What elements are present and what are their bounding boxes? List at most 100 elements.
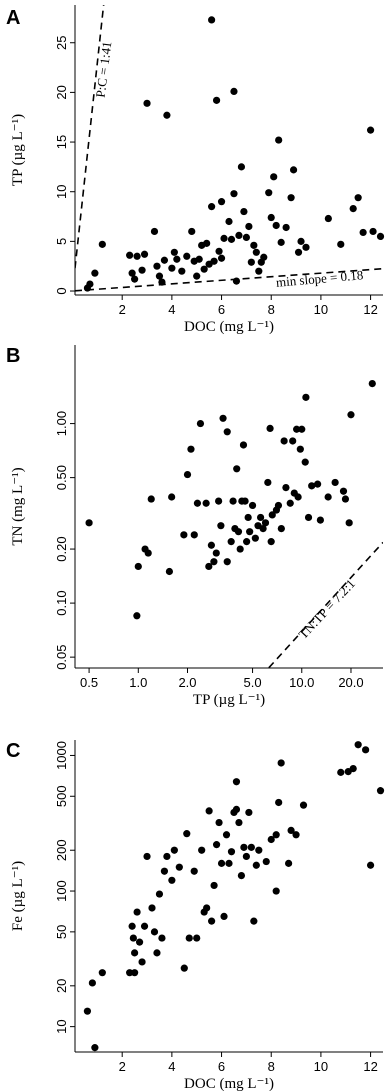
y-tick-label: 5	[54, 238, 69, 245]
point	[302, 243, 310, 251]
reference-line	[75, 5, 105, 269]
point	[131, 275, 139, 283]
point	[153, 262, 161, 270]
point	[225, 217, 233, 226]
x-axis-title: DOC (mg L⁻¹)	[184, 319, 274, 335]
point	[277, 525, 285, 533]
point	[240, 843, 248, 851]
point	[349, 204, 357, 213]
point	[223, 558, 231, 566]
point	[359, 228, 367, 237]
point	[229, 497, 237, 505]
point	[138, 958, 146, 966]
point	[170, 248, 178, 256]
point	[368, 380, 376, 388]
point	[208, 917, 216, 925]
point	[339, 487, 348, 495]
point	[205, 562, 213, 571]
point	[292, 831, 300, 839]
point	[299, 801, 308, 809]
point	[168, 876, 176, 884]
point	[202, 499, 210, 507]
point	[248, 501, 257, 510]
point	[232, 277, 241, 285]
y-tick-label: 0.20	[54, 536, 69, 561]
point	[268, 511, 276, 519]
point	[215, 247, 223, 255]
point	[259, 525, 267, 533]
point	[126, 969, 134, 977]
point	[324, 493, 332, 501]
point	[241, 497, 249, 505]
point	[244, 513, 252, 522]
point	[237, 871, 246, 880]
point	[247, 843, 255, 851]
point	[287, 194, 295, 202]
point	[296, 445, 304, 453]
point	[225, 859, 233, 867]
point	[210, 558, 218, 566]
point	[158, 934, 166, 942]
point	[354, 194, 362, 202]
point	[210, 257, 218, 265]
point	[247, 258, 255, 266]
point	[140, 250, 149, 258]
x-tick-label: 4	[168, 302, 175, 317]
y-tick-label: 200	[54, 839, 69, 861]
point	[173, 255, 181, 263]
point	[147, 495, 155, 503]
point	[183, 252, 191, 260]
reference-label: min slope = 0.18	[275, 267, 363, 290]
point	[143, 99, 151, 107]
y-tick-label: 10	[54, 1019, 69, 1033]
point	[185, 934, 193, 942]
point	[217, 254, 226, 262]
point	[220, 912, 228, 921]
point	[133, 612, 141, 620]
point	[250, 241, 258, 249]
x-tick-label: 1.0	[129, 675, 147, 690]
point	[277, 759, 285, 767]
point	[178, 267, 186, 275]
x-tick-label: 10.0	[289, 675, 314, 690]
point	[245, 808, 253, 817]
point	[366, 126, 375, 134]
x-tick-label: 8	[268, 302, 275, 317]
y-axis-title: TN (mg L⁻¹)	[10, 467, 26, 545]
point	[362, 746, 370, 754]
point	[264, 478, 272, 487]
point	[193, 499, 202, 507]
point	[215, 497, 223, 505]
point	[267, 835, 275, 844]
y-tick-label: 100	[54, 880, 69, 902]
point	[133, 908, 141, 916]
point	[86, 280, 94, 288]
point	[158, 278, 166, 286]
point	[205, 807, 213, 815]
point	[143, 852, 151, 861]
point	[294, 493, 302, 501]
point	[298, 425, 306, 433]
point	[270, 173, 278, 181]
point	[193, 272, 201, 280]
point	[289, 166, 298, 174]
x-tick-label: 10	[314, 302, 328, 317]
y-tick-label: 0.10	[54, 590, 69, 615]
x-tick-label: 20.0	[338, 675, 363, 690]
x-tick-label: 4	[168, 1059, 175, 1074]
point	[163, 111, 171, 119]
point	[235, 231, 243, 240]
point	[215, 818, 223, 827]
x-tick-label: 2.0	[178, 675, 196, 690]
point	[134, 562, 142, 571]
point	[230, 190, 238, 198]
point	[128, 922, 136, 930]
point	[175, 863, 183, 871]
y-tick-label: 0	[54, 287, 69, 294]
point	[282, 223, 290, 232]
point	[138, 266, 146, 274]
point	[235, 818, 243, 827]
point	[293, 425, 301, 433]
point	[337, 768, 345, 776]
y-tick-label: 20	[54, 85, 69, 99]
